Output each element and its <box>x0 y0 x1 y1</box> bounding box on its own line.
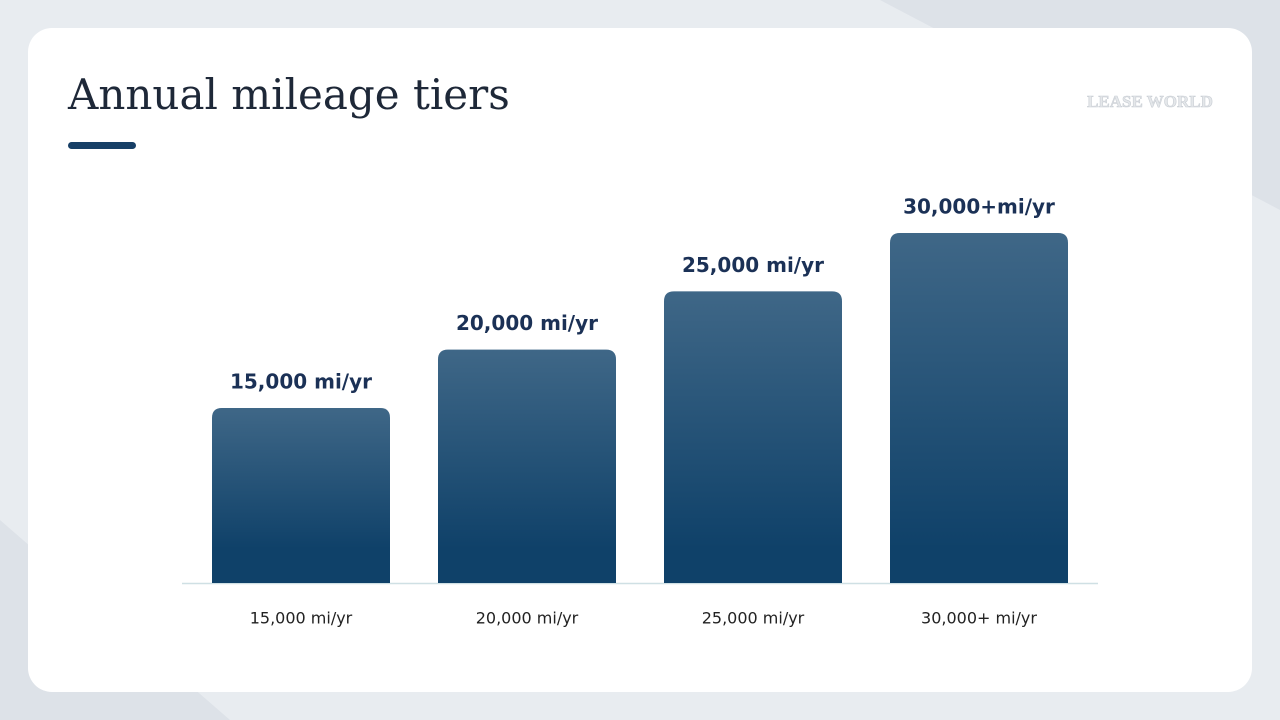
value-label: 30,000+mi/yr <box>903 195 1055 219</box>
chart-title: Annual mileage tiers <box>67 70 510 119</box>
x-tick-label: 25,000 mi/yr <box>702 609 805 628</box>
bar-shade <box>664 291 842 549</box>
x-tick-label: 15,000 mi/yr <box>250 609 353 628</box>
bar-shade <box>890 233 1068 549</box>
logo: LEASE WORLD <box>1087 92 1213 111</box>
value-label: 25,000 mi/yr <box>682 253 824 277</box>
x-tick-label: 20,000 mi/yr <box>476 609 579 628</box>
x-tick-label: 30,000+ mi/yr <box>921 609 1037 628</box>
bar-shade <box>438 349 616 549</box>
title-underline <box>68 142 136 149</box>
card <box>28 28 1252 692</box>
value-label: 20,000 mi/yr <box>456 311 598 335</box>
bar-shade <box>212 408 390 549</box>
value-label: 15,000 mi/yr <box>230 370 372 394</box>
